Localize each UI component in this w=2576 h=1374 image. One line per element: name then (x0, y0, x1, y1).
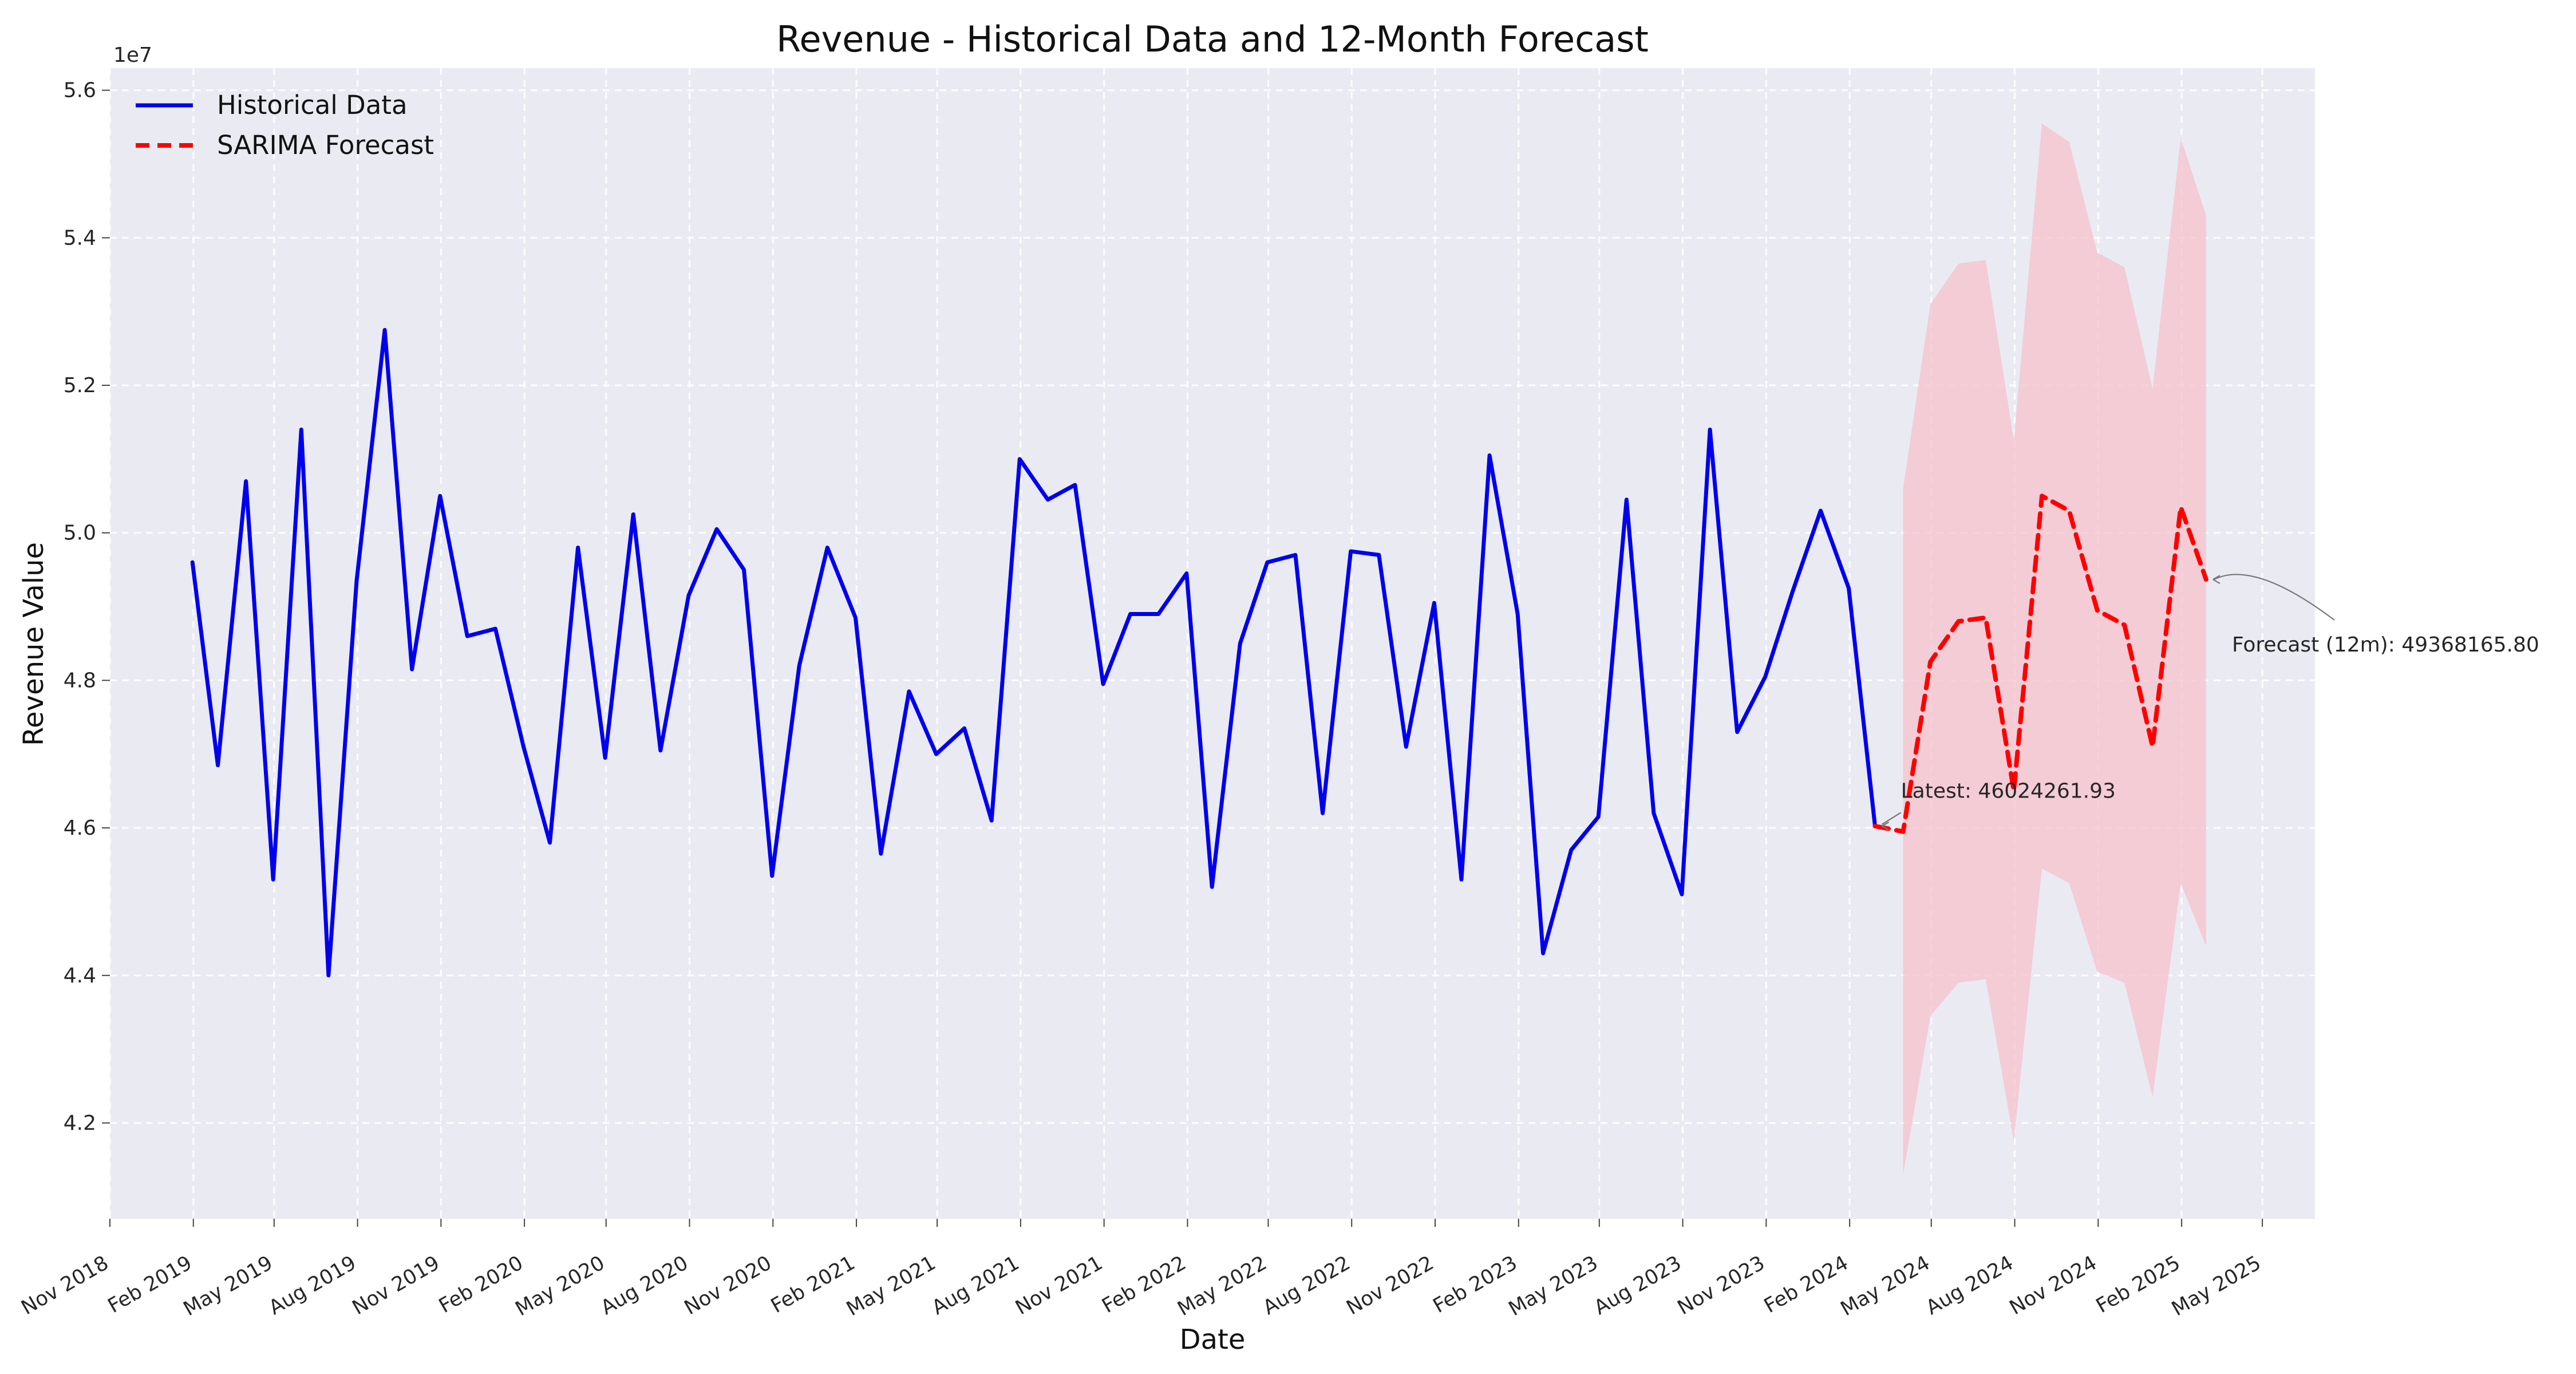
annotation-label: Latest: 46024261.93 (1901, 779, 2116, 803)
y-tick-label: 5.4 (64, 226, 96, 250)
y-axis-title: Revenue Value (18, 542, 50, 746)
series-sarima-forecast (1872, 493, 2208, 834)
y-tick-label: 4.2 (64, 1112, 96, 1135)
plot-area (109, 68, 2315, 1219)
y-tick-label: 4.8 (64, 669, 96, 692)
y-tick-label: 5.6 (64, 79, 96, 102)
gridlines (109, 68, 2315, 1219)
annotation-arrow-head (1881, 822, 1890, 831)
y-tick-label: 5.2 (64, 374, 96, 397)
annotation-arrow (2214, 574, 2335, 621)
series-historical-data (190, 327, 1878, 978)
annotation-arrow-head (2212, 575, 2221, 585)
y-axis-multiplier: 1e7 (113, 44, 152, 67)
y-axis-ticks: 4.2 4.4 4.6 4.8 5.0 5.2 5.4 5.6 (64, 79, 110, 1135)
historical-data-line (190, 327, 1878, 978)
y-tick-label: 4.6 (64, 816, 96, 840)
x-axis-title: Date (1180, 1324, 1246, 1356)
y-tick-label: 5.0 (64, 522, 96, 545)
chart-title: Revenue - Historical Data and 12-Month F… (776, 18, 1649, 60)
legend-label: SARIMA Forecast (217, 130, 434, 160)
forecast-line (1872, 493, 2208, 834)
annotation-label: Forecast (12m): 49368165.80 (2232, 633, 2539, 657)
annotations: Latest: 46024261.93 Forecast (12m): 49368… (1881, 574, 2539, 831)
legend: Historical Data SARIMA Forecast (136, 90, 434, 160)
legend-label: Historical Data (217, 90, 408, 120)
y-tick-label: 4.4 (64, 964, 96, 988)
confidence-interval-band (1903, 123, 2206, 1175)
annotation-arrow (1881, 812, 1902, 825)
